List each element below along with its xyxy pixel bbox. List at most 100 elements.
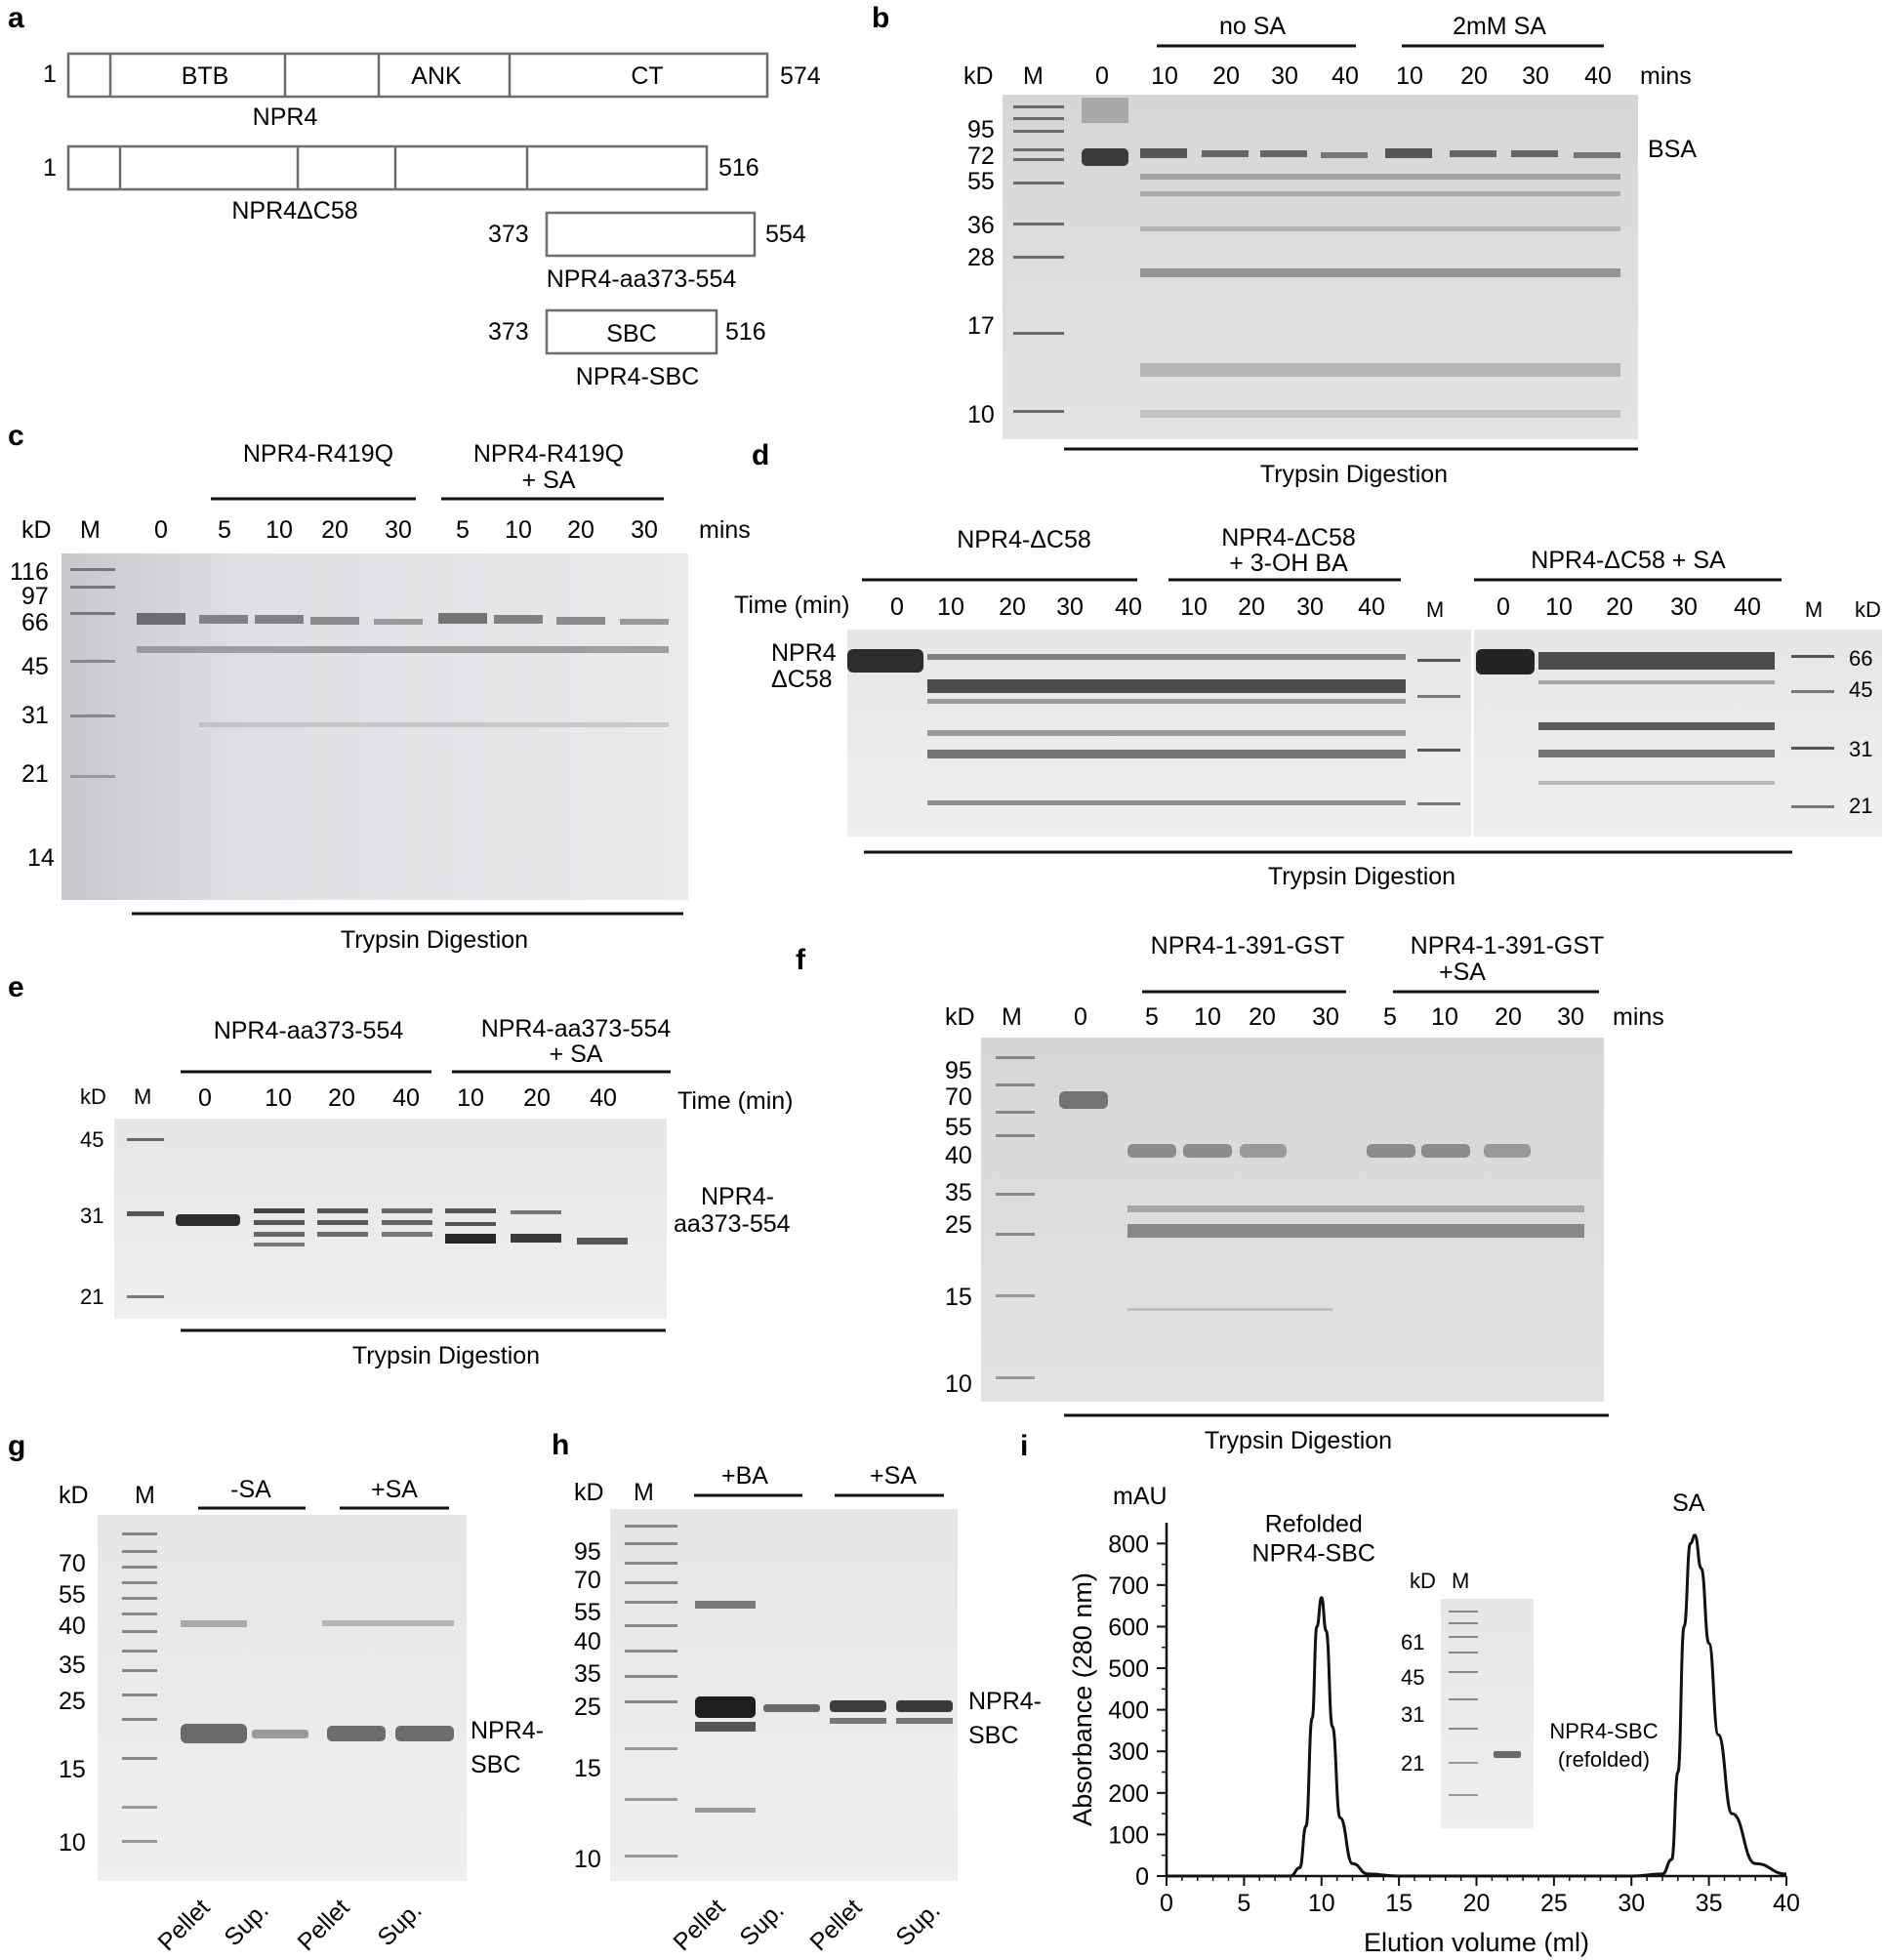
peak-annotation-sa: SA xyxy=(1672,1490,1705,1517)
lane-label: 0 xyxy=(198,1084,212,1112)
ladder xyxy=(127,1138,164,1298)
marker-weight: 70 xyxy=(945,1083,972,1111)
marker-weight: 31 xyxy=(1849,737,1872,761)
x-tick-label: 25 xyxy=(1540,1890,1568,1917)
inset-marker-weight: 45 xyxy=(1401,1665,1424,1690)
marker-weight: 70 xyxy=(59,1550,86,1577)
sbc-end: 516 xyxy=(725,318,766,346)
marker-weight: 45 xyxy=(21,653,49,680)
peak-annotation-refolded-l2: NPR4-SBC xyxy=(1252,1540,1375,1568)
marker-weight: 31 xyxy=(80,1204,103,1228)
lane-label: 40 xyxy=(1358,593,1385,621)
gel-image xyxy=(610,1509,958,1881)
npr4-dc58-start: 1 xyxy=(43,154,57,182)
panel-b-letter: b xyxy=(872,2,889,34)
construct-aa373-554: 373 554 NPR4-aa373-554 xyxy=(488,211,806,293)
unit-label: mAU xyxy=(1113,1483,1168,1510)
panel-d-letter: d xyxy=(752,439,769,471)
lane-label: 20 xyxy=(1238,593,1265,621)
lane-label: 0 xyxy=(154,516,168,544)
lane-label: 20 xyxy=(328,1084,355,1112)
unit-label: mins xyxy=(1640,62,1692,90)
lane-label: 20 xyxy=(1249,1003,1276,1031)
series-line xyxy=(1167,1533,1787,1878)
lane-label: 20 xyxy=(523,1084,551,1112)
group-aa373-sa-l1: NPR4-aa373-554 xyxy=(481,1015,672,1042)
lane-label: 40 xyxy=(1115,593,1142,621)
panel-e: e NPR4-aa373-554 NPR4-aa373-554 + SA kD … xyxy=(8,971,794,1369)
marker-weight: 40 xyxy=(574,1628,601,1655)
footer-label: Trypsin Digestion xyxy=(341,926,528,954)
marker-weight: 55 xyxy=(945,1114,972,1141)
lane-label: Sup. xyxy=(890,1897,945,1951)
domain-ank: ANK xyxy=(411,62,462,90)
marker-weight: 40 xyxy=(945,1142,972,1169)
marker-weight: 36 xyxy=(967,212,995,239)
bsa-label: BSA xyxy=(1648,136,1697,163)
inset-marker-weight: 61 xyxy=(1401,1630,1424,1654)
sbc-name: NPR4-SBC xyxy=(576,363,699,390)
gel-image xyxy=(98,1515,467,1881)
footer-label: Trypsin Digestion xyxy=(1268,863,1455,890)
x-tick-label: 30 xyxy=(1618,1890,1645,1917)
group-no-sa: no SA xyxy=(1219,13,1286,40)
lane-label: 0 xyxy=(1074,1003,1087,1031)
marker-weight: 31 xyxy=(21,702,49,729)
marker-lane-label: M xyxy=(134,1084,151,1109)
marker-weight: 72 xyxy=(967,143,995,170)
marker-weight: 10 xyxy=(574,1846,601,1873)
panel-d: d NPR4-ΔC58 NPR4-ΔC58 + 3-OH BA NPR4-ΔC5… xyxy=(734,439,1882,890)
y-tick-label: 200 xyxy=(1108,1780,1149,1808)
marker-weight: 25 xyxy=(574,1694,601,1721)
domain-sbc: SBC xyxy=(606,320,656,347)
marker-weight: 95 xyxy=(574,1538,601,1566)
lane-label: 40 xyxy=(1332,62,1359,90)
gel-bands xyxy=(137,613,669,727)
kd-label: kD xyxy=(574,1479,604,1506)
panel-f-letter: f xyxy=(796,944,806,976)
marker-weight: 66 xyxy=(1849,646,1872,671)
kd-label: kD xyxy=(21,516,52,544)
lane-label: 10 xyxy=(1180,593,1208,621)
marker-weight: 116 xyxy=(10,558,49,586)
y-tick-label: 300 xyxy=(1108,1738,1149,1766)
marker-weight: 21 xyxy=(1849,794,1872,818)
lane-label: Pellet xyxy=(668,1894,730,1956)
inset-gel-image xyxy=(1441,1599,1534,1828)
panel-g-letter: g xyxy=(8,1430,25,1462)
lane-label: 30 xyxy=(1670,593,1698,621)
x-tick-label: 5 xyxy=(1237,1890,1250,1917)
marker-weight: 25 xyxy=(59,1688,86,1715)
marker-weight: 28 xyxy=(967,244,995,271)
group-1-391-sa-l1: NPR4-1-391-GST xyxy=(1411,932,1605,960)
kd-label: kD xyxy=(80,1084,106,1109)
x-tick-label: 35 xyxy=(1696,1890,1723,1917)
domain-ct: CT xyxy=(631,62,663,90)
aa373-554-box xyxy=(545,211,757,258)
group-minus-sa: -SA xyxy=(230,1476,271,1503)
panel-c-letter: c xyxy=(8,420,24,452)
marker-weight: 21 xyxy=(80,1285,103,1309)
domain-btb: BTB xyxy=(182,62,229,90)
marker-weight: 70 xyxy=(574,1567,601,1594)
ladder xyxy=(996,1056,1035,1379)
gel-bands xyxy=(695,1601,953,1813)
lane-label: 20 xyxy=(1495,1003,1522,1031)
lane-label: Pellet xyxy=(804,1894,867,1956)
marker-weight: 97 xyxy=(21,583,49,610)
kd-label: kD xyxy=(1855,597,1881,622)
y-tick-label: 100 xyxy=(1108,1821,1149,1849)
panel-e-letter: e xyxy=(8,971,24,1003)
lane-label: 20 xyxy=(1606,593,1633,621)
group-1-391-sa-l2: +SA xyxy=(1439,959,1486,986)
group-aa373: NPR4-aa373-554 xyxy=(214,1017,404,1044)
lane-label: 10 xyxy=(505,516,532,544)
marker-weight: 45 xyxy=(1849,677,1872,702)
marker-weight: 35 xyxy=(59,1652,86,1679)
x-tick-label: 20 xyxy=(1463,1890,1491,1917)
lane-label: 0 xyxy=(890,593,904,621)
kd-label: kD xyxy=(963,62,994,90)
unit-label: mins xyxy=(699,516,751,544)
group-plus-ba: +BA xyxy=(721,1462,768,1490)
group-dc58-ba-l1: NPR4-ΔC58 xyxy=(1221,524,1356,551)
